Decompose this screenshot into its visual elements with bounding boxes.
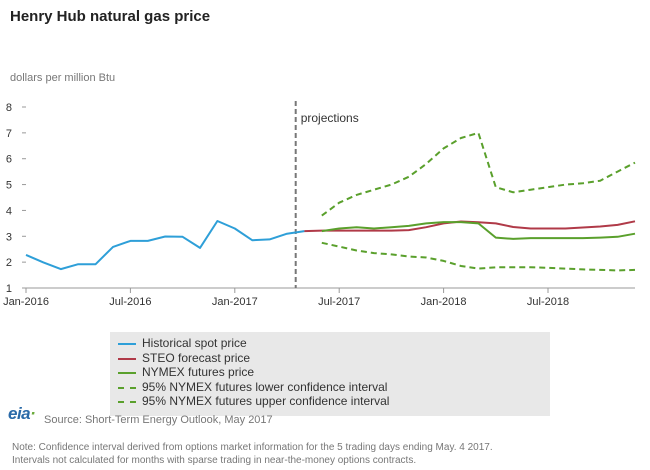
x-tick-label: Jan-2018 — [421, 296, 467, 308]
x-tick-label: Jan-2016 — [3, 296, 49, 308]
legend-swatch — [118, 386, 136, 389]
x-tick-label: Jul-2016 — [109, 296, 151, 308]
eia-logo: eia· — [8, 404, 36, 424]
source-note: Source: Short-Term Energy Outlook, May 2… — [44, 414, 273, 426]
logo-text: eia — [8, 404, 31, 423]
legend-label: STEO forecast price — [142, 350, 251, 365]
legend-label: 95% NYMEX futures lower confidence inter… — [142, 379, 388, 394]
legend-swatch — [118, 372, 136, 375]
y-tick-label: 8 — [6, 102, 12, 114]
legend-swatch — [118, 343, 136, 345]
historical-spot-line — [25, 220, 305, 271]
chart-title: Henry Hub natural gas price — [10, 8, 211, 25]
y-tick-label: 4 — [6, 205, 12, 217]
chart-legend: Historical spot price STEO forecast price… — [110, 332, 550, 416]
x-tick-label: Jul-2018 — [527, 296, 569, 308]
legend-swatch — [118, 401, 136, 404]
footnote-line: Note: Confidence interval derived from o… — [12, 442, 493, 453]
x-tick-label: Jul-2017 — [318, 296, 360, 308]
y-tick-label: 5 — [6, 180, 12, 192]
footnote: Note: Confidence interval derived from o… — [12, 441, 493, 467]
footnote-line: Intervals not calculated for months with… — [12, 455, 417, 466]
y-tick-label: 6 — [6, 154, 12, 166]
y-tick-label: 7 — [6, 128, 12, 140]
line-chart: 1 2 3 4 5 6 7 8 Jan-2016 Jul-2016 Jan-2017 Jul-2017… — [3, 101, 636, 308]
y-tick-label: 2 — [6, 257, 12, 269]
legend-label: NYMEX futures price — [142, 365, 255, 380]
projections-label: projections — [301, 111, 359, 125]
y-axis-label: dollars per million Btu — [10, 72, 116, 84]
legend-label: 95% NYMEX futures upper confidence inter… — [142, 394, 390, 409]
ci-upper-line — [321, 131, 636, 217]
nymex-futures-line — [321, 221, 636, 240]
logo-dot: · — [30, 404, 36, 423]
ci-lower-line — [321, 241, 636, 272]
legend-swatch — [118, 357, 136, 360]
x-tick-label: Jan-2017 — [212, 296, 258, 308]
y-tick-label: 1 — [6, 283, 12, 295]
y-tick-label: 3 — [6, 231, 12, 243]
legend-label: Historical spot price — [142, 336, 247, 350]
